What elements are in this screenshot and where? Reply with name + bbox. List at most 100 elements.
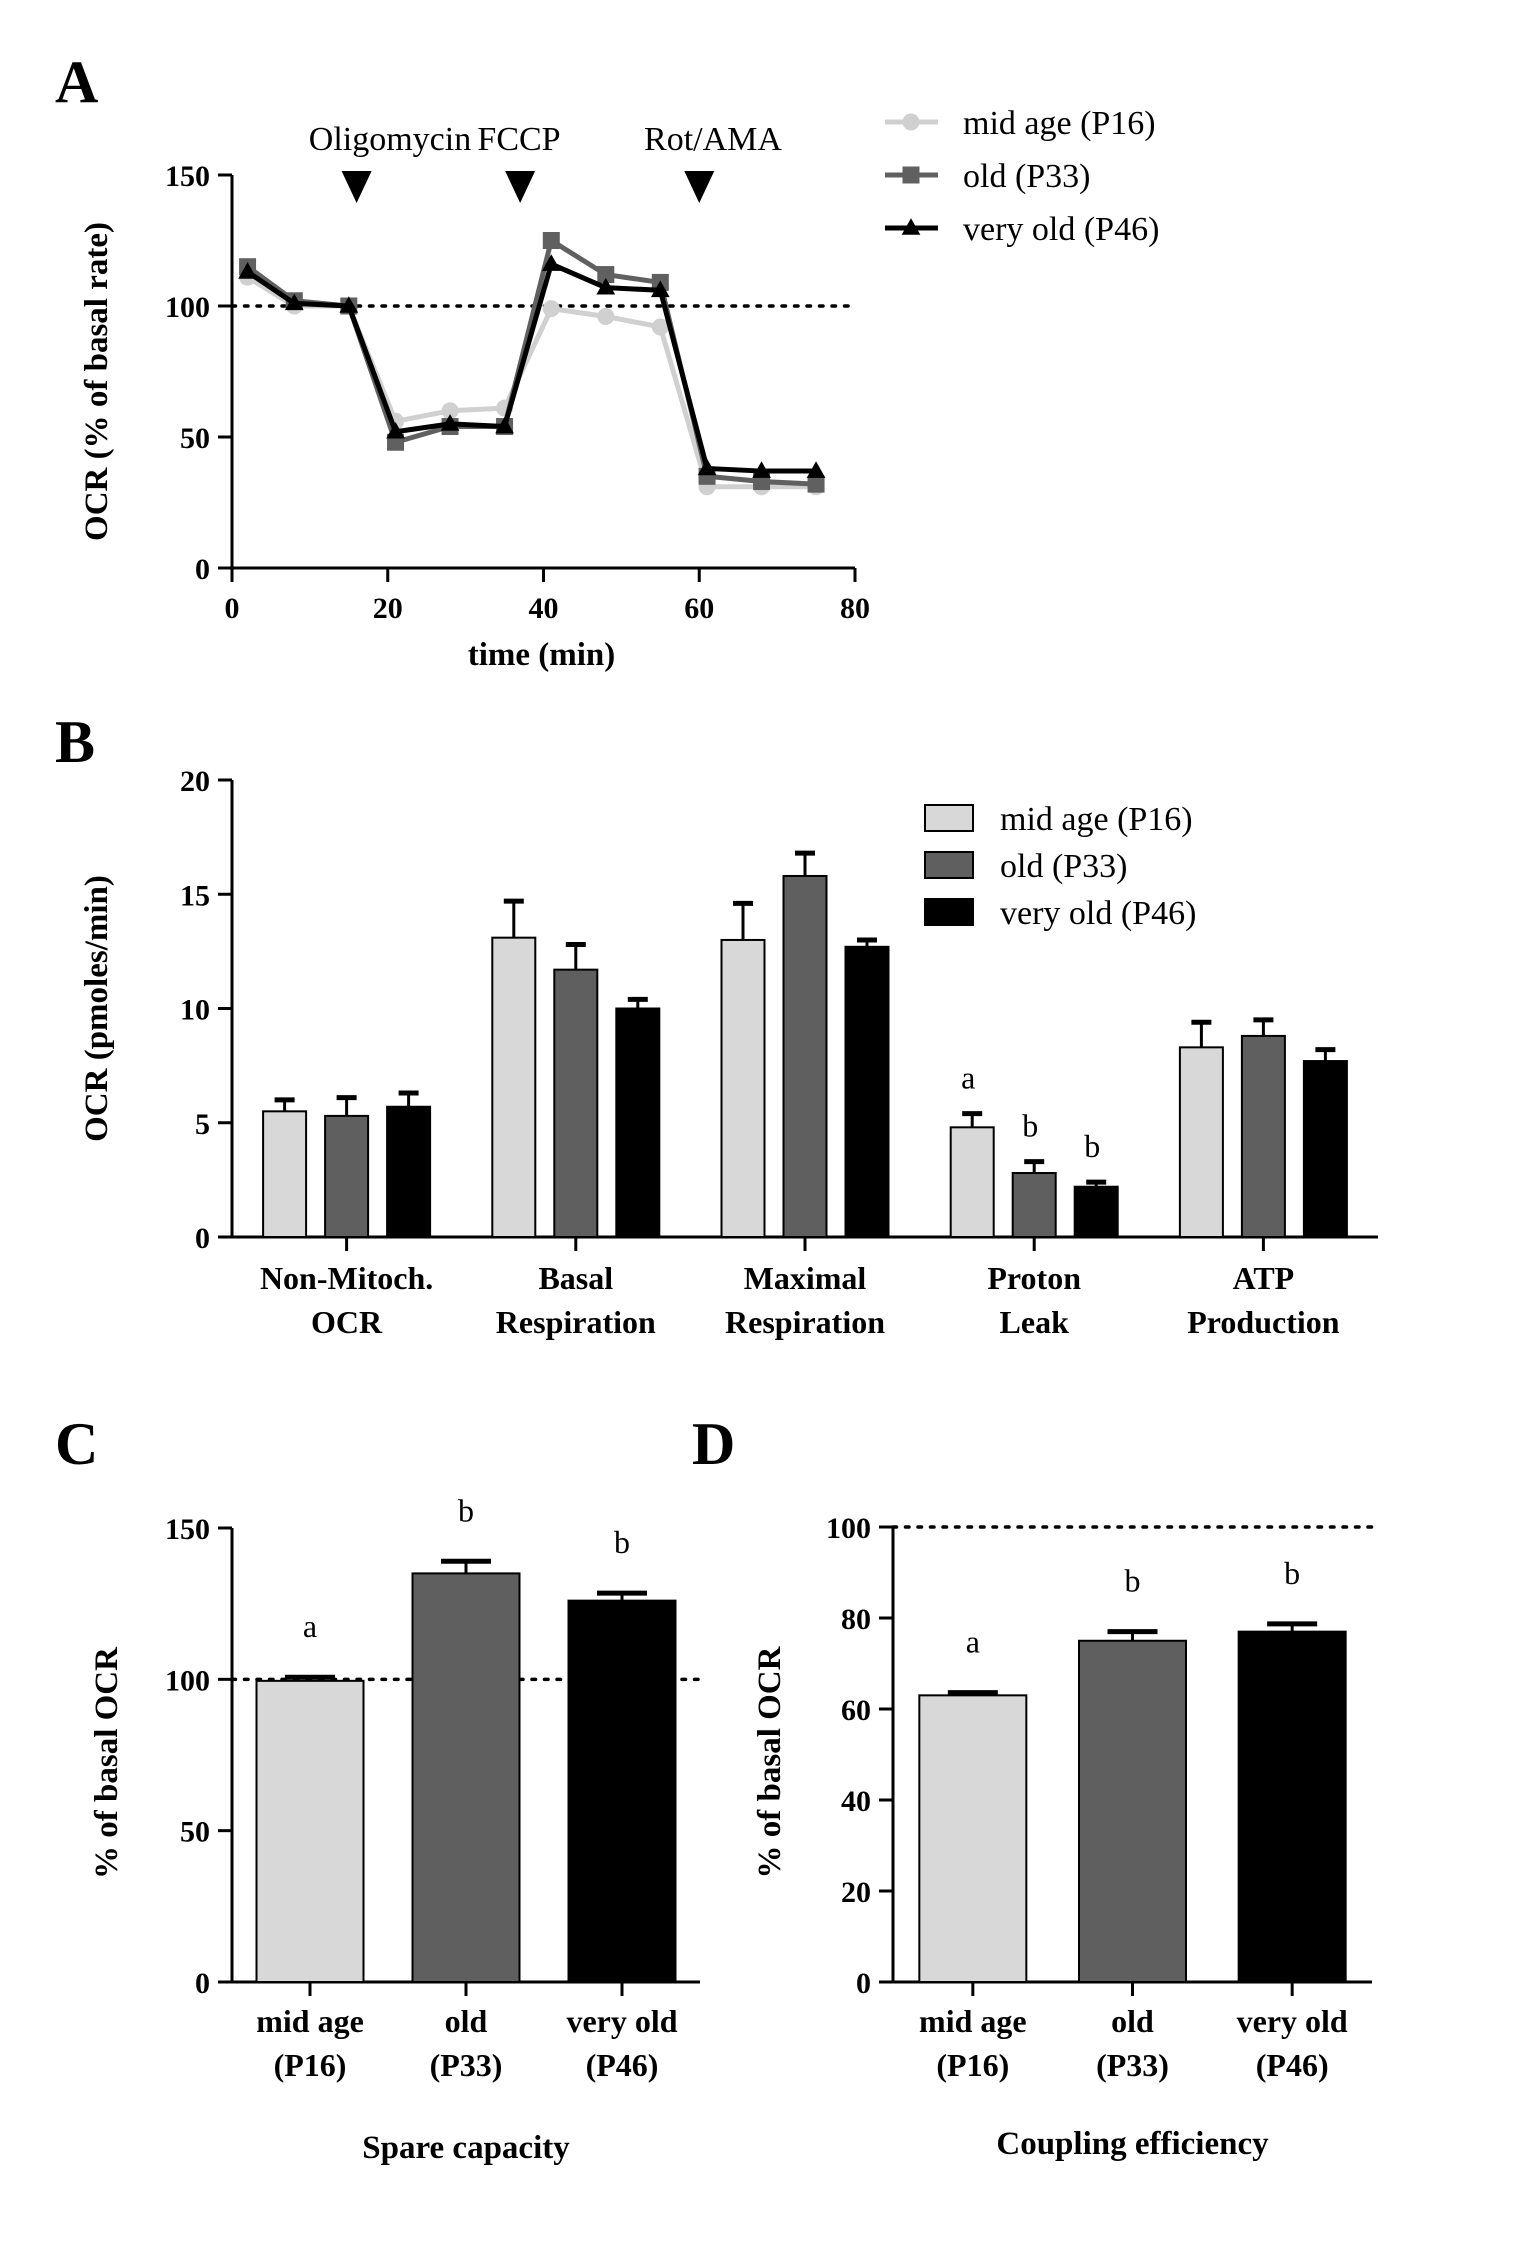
b-bar	[1178, 1046, 1224, 1238]
a-data-point	[542, 300, 560, 318]
b-bar	[720, 938, 766, 1238]
a-data-point	[541, 254, 561, 271]
d-y-tick-label: 60	[841, 1694, 871, 1727]
a-data-point	[752, 461, 771, 478]
b-bar	[491, 936, 537, 1238]
b-category-label: Basal	[538, 1260, 613, 1296]
c-y-tick-label: 0	[195, 1967, 210, 2000]
panel-letter-b: B	[55, 709, 95, 775]
b-category-label: Production	[1187, 1304, 1340, 1340]
a-legend-label: old (P33)	[963, 158, 1091, 195]
a-data-point	[807, 475, 825, 493]
panel-c: C 0 50 100 150 % of basal OCR mid age (P16) a old…	[55, 1411, 702, 2166]
a-data-point	[238, 262, 257, 279]
a-data-point	[441, 402, 459, 420]
b-bar	[615, 1007, 661, 1238]
c-category-label: (P16)	[274, 2047, 347, 2083]
c-bar	[411, 1572, 521, 1984]
b-y-tick-label: 0	[195, 1222, 210, 1255]
b-significance-letter: b	[1022, 1108, 1038, 1144]
d-x-axis-title: Coupling efficiency	[996, 2126, 1269, 2162]
a-data-point	[495, 416, 514, 434]
panel-letter-a: A	[55, 49, 98, 115]
a-x-tick-label: 60	[684, 592, 714, 625]
b-significance-letter: a	[961, 1060, 975, 1096]
c-x-axis-title: Spare capacity	[362, 2130, 570, 2166]
a-legend-label: very old (P46)	[963, 211, 1159, 248]
d-bar	[1078, 1639, 1187, 1983]
b-legend-label: very old (P46)	[1000, 895, 1196, 932]
a-data-point	[597, 266, 615, 284]
d-y-tick-label: 20	[841, 1876, 871, 1909]
c-category-label: (P33)	[430, 2047, 503, 2083]
b-legend-label: old (P33)	[1000, 848, 1128, 885]
b-legend-swatch	[924, 898, 974, 926]
a-data-point	[386, 421, 405, 439]
a-data-point	[339, 296, 359, 313]
a-y-tick-label: 50	[180, 422, 210, 455]
c-significance-letter: b	[614, 1524, 630, 1560]
b-category-label: Leak	[1000, 1304, 1070, 1340]
d-category-label: (P16)	[936, 2047, 1009, 2083]
a-injection-arrow	[505, 171, 536, 203]
b-y-axis-title: OCR (pmoles/min)	[79, 875, 115, 1142]
b-bar	[1011, 1172, 1057, 1239]
c-y-tick-label: 100	[165, 1664, 210, 1697]
d-category-label: mid age	[919, 2003, 1027, 2039]
a-x-tick-label: 20	[373, 592, 403, 625]
panel-letter-d: D	[692, 1411, 735, 1477]
a-data-point	[284, 293, 304, 311]
b-category-label: ATP	[1233, 1260, 1295, 1296]
panel-d: D 0 20 40 60 80 100 % of basal OCR mid age (P16) a…	[692, 1411, 1374, 2162]
a-x-tick-label: 0	[225, 592, 240, 625]
c-bar	[255, 1679, 365, 1983]
panel-a: A 0 50 100 150 0 20 40 60 80 time (min) OCR (% of b…	[55, 49, 1159, 673]
a-x-axis-title: time (min)	[468, 637, 616, 673]
b-y-tick-label: 15	[180, 879, 210, 912]
b-category-label: Proton	[987, 1260, 1081, 1296]
d-bar	[1237, 1630, 1347, 1984]
a-injection-arrow	[341, 171, 372, 203]
d-y-tick-label: 0	[856, 1967, 871, 2000]
c-category-label: (P46)	[586, 2047, 659, 2083]
a-y-axis-title: OCR (% of basal rate)	[79, 222, 115, 541]
a-y-tick-label: 100	[165, 291, 210, 324]
d-bar	[918, 1694, 1028, 1983]
b-y-tick-label: 5	[195, 1108, 210, 1141]
b-bar	[949, 1126, 995, 1238]
b-bar	[782, 874, 828, 1238]
d-category-label: (P46)	[1256, 2047, 1329, 2083]
b-y-tick-label: 10	[180, 994, 210, 1027]
c-y-tick-label: 150	[165, 1513, 210, 1546]
b-y-tick-label: 20	[180, 765, 210, 798]
a-data-point	[651, 318, 669, 336]
c-category-label: mid age	[256, 2003, 364, 2039]
a-data-point	[440, 414, 460, 431]
a-data-point	[697, 458, 717, 476]
b-bar	[553, 968, 599, 1239]
b-category-label: OCR	[311, 1304, 383, 1340]
d-significance-letter: b	[1125, 1563, 1141, 1599]
b-legend-label: mid age (P16)	[1000, 801, 1193, 838]
a-annotation-label: FCCP	[477, 121, 560, 158]
b-category-label: Maximal	[744, 1260, 867, 1296]
d-y-tick-label: 100	[826, 1512, 871, 1545]
b-bar	[1073, 1185, 1119, 1238]
b-bar	[844, 945, 890, 1238]
b-category-label: Non-Mitoch.	[260, 1260, 433, 1296]
c-significance-letter: b	[458, 1492, 474, 1528]
a-x-tick-label: 80	[840, 592, 870, 625]
d-category-label: very old	[1237, 2003, 1348, 2039]
a-data-point	[542, 232, 560, 249]
b-significance-letter: b	[1084, 1128, 1100, 1164]
c-category-label: old	[445, 2003, 488, 2039]
c-significance-letter: a	[303, 1608, 317, 1644]
b-legend-swatch	[924, 851, 974, 879]
a-data-point	[596, 277, 616, 295]
b-bar	[1240, 1034, 1286, 1239]
a-legend-marker	[901, 218, 921, 235]
a-y-tick-label: 0	[195, 553, 210, 586]
a-annotation-label: Rot/AMA	[644, 121, 782, 158]
c-y-axis-title: % of basal OCR	[89, 1646, 125, 1879]
